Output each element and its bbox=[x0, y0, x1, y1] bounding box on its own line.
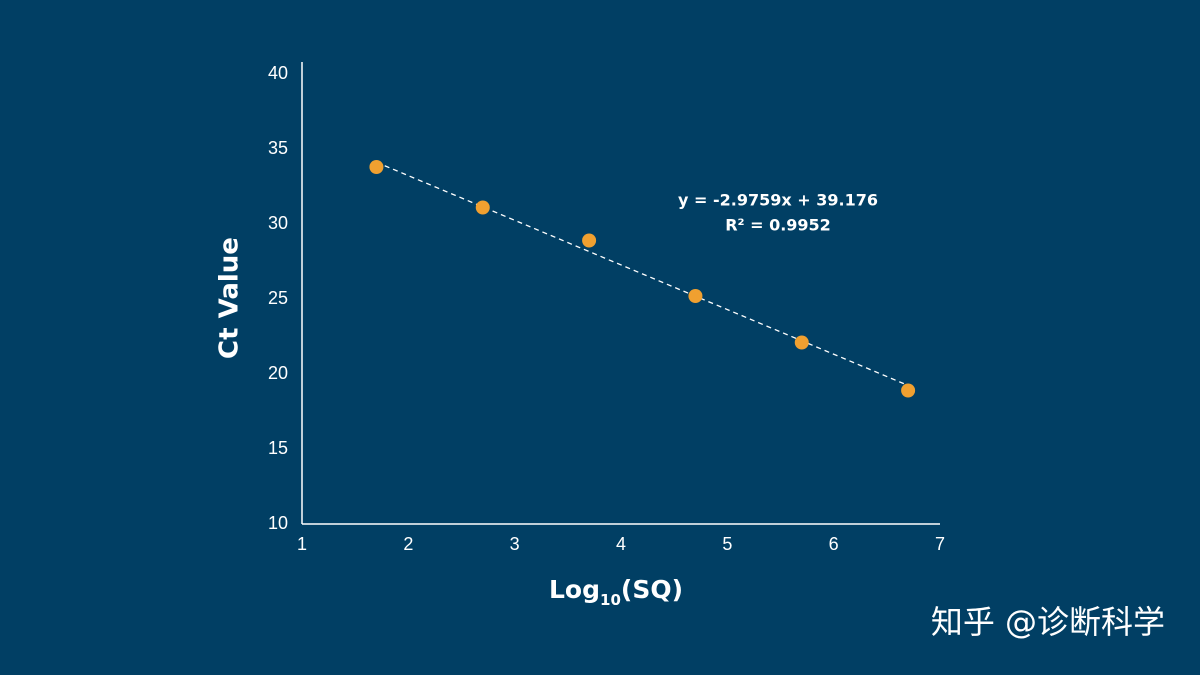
y-tick-label: 35 bbox=[268, 138, 288, 158]
x-axis-title-subscript: 10 bbox=[600, 591, 621, 609]
x-axis-title: Log10(SQ) bbox=[549, 575, 683, 609]
y-tick-label: 30 bbox=[268, 213, 288, 233]
x-tick-label: 7 bbox=[935, 534, 945, 554]
x-tick-label: 4 bbox=[616, 534, 626, 554]
scatter-point bbox=[688, 289, 703, 303]
equation-annotation: y = -2.9759x + 39.176 bbox=[678, 191, 878, 210]
y-tick-label: 25 bbox=[268, 288, 288, 308]
y-tick-label: 20 bbox=[268, 363, 288, 383]
x-tick-label: 3 bbox=[510, 534, 520, 554]
x-tick-label: 2 bbox=[403, 534, 413, 554]
trend-line bbox=[376, 161, 909, 387]
scatter-point bbox=[901, 383, 916, 398]
x-tick-label: 6 bbox=[829, 534, 839, 554]
x-axis-title-part: Log bbox=[549, 575, 600, 604]
y-tick-label: 15 bbox=[268, 438, 288, 458]
x-axis-title-part: (SQ) bbox=[621, 575, 683, 604]
watermark: 知乎 @诊断科学 bbox=[931, 603, 1165, 641]
scatter-point bbox=[794, 335, 809, 350]
r-squared-annotation: R² = 0.9952 bbox=[725, 216, 831, 235]
scatter-point bbox=[475, 200, 490, 215]
y-tick-label: 40 bbox=[268, 63, 288, 83]
x-tick-label: 1 bbox=[297, 534, 307, 554]
scatter-point bbox=[369, 160, 384, 174]
x-tick-label: 5 bbox=[722, 534, 732, 554]
scatter-point bbox=[582, 233, 597, 248]
y-axis-title: Ct Value bbox=[215, 237, 245, 359]
y-tick-label: 10 bbox=[268, 513, 288, 533]
